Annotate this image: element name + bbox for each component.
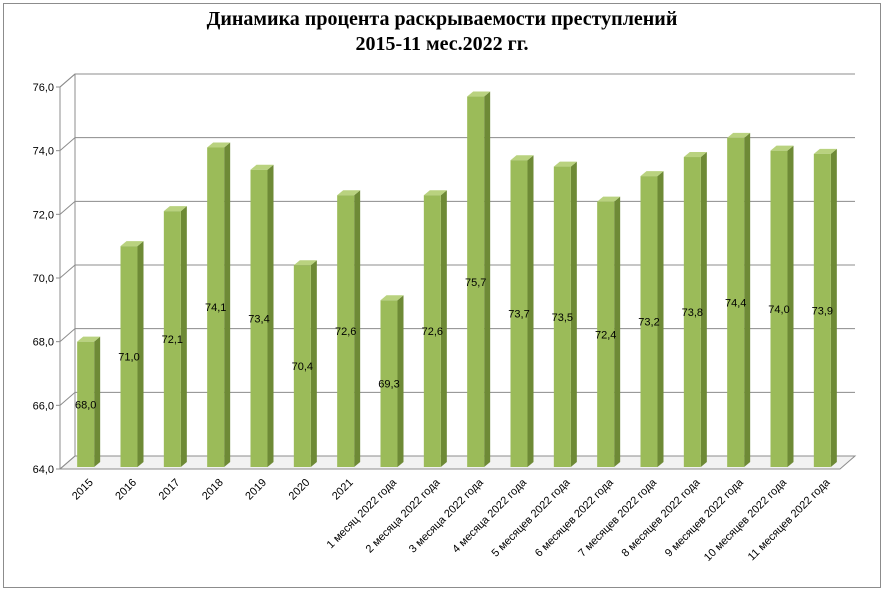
data-label: 73,9 <box>812 305 833 317</box>
data-label: 73,7 <box>508 309 529 321</box>
bar <box>423 190 447 467</box>
data-label: 71,0 <box>118 352 139 364</box>
bar <box>250 164 274 467</box>
bar <box>727 132 751 467</box>
data-label: 72,6 <box>422 326 443 338</box>
bar <box>77 336 101 467</box>
data-label: 75,7 <box>465 277 486 289</box>
data-label: 74,1 <box>205 302 226 314</box>
bar <box>120 241 144 467</box>
data-label: 68,0 <box>75 399 96 411</box>
y-tick-label: 68,0 <box>33 337 54 349</box>
x-tick-label: 2020 <box>287 477 313 503</box>
x-tick-label: 2015 <box>70 477 96 503</box>
x-tick-label: 8 месяцев 2022 года <box>620 476 704 560</box>
data-labels: 68,0 71,0 72,1 74,1 73,4 70,4 72,6 69,3 72,6 75,7… <box>75 277 833 412</box>
data-label: 73,2 <box>638 317 659 329</box>
data-label: 72,6 <box>335 326 356 338</box>
data-label: 70,4 <box>292 361 313 373</box>
data-label: 73,5 <box>552 312 573 324</box>
x-tick-label: 7 месяцев 2022 года <box>576 476 660 560</box>
x-tick-label: 9 месяцев 2022 года <box>663 476 747 560</box>
x-tick-label: 2021 <box>330 477 356 503</box>
bars <box>77 91 837 468</box>
bar <box>640 171 664 467</box>
data-label: 72,4 <box>595 329 616 341</box>
y-tick-label: 64,0 <box>33 464 54 476</box>
x-tick-label: 2 месяца 2022 года <box>364 476 443 555</box>
bar <box>380 295 404 467</box>
y-tick-label: 66,0 <box>33 400 54 412</box>
x-tick-label: 2017 <box>157 477 183 503</box>
data-label: 74,0 <box>768 304 789 316</box>
bar <box>337 190 361 467</box>
x-tick-label: 4 месяца 2022 года <box>450 476 529 555</box>
y-tick-label: 72,0 <box>33 209 54 221</box>
bar <box>207 142 231 467</box>
chart-subtitle: 2015-11 мес.2022 гг. <box>355 33 529 55</box>
chart-title: Динамика процента раскрываемости преступ… <box>206 8 678 30</box>
bar <box>293 260 317 467</box>
gridline <box>59 73 855 88</box>
bar <box>467 91 491 468</box>
x-tick-label: 5 месяцев 2022 года <box>490 476 574 560</box>
data-label: 74,4 <box>725 297 746 309</box>
x-tick-label: 2019 <box>243 477 269 503</box>
x-tick-label: 2016 <box>113 477 139 503</box>
x-tick-label: 10 месяцев 2022 года <box>702 476 790 564</box>
data-label: 73,8 <box>682 307 703 319</box>
bar <box>597 196 621 467</box>
bar <box>510 155 534 467</box>
bar <box>683 152 707 468</box>
y-tick-label: 70,0 <box>33 273 54 285</box>
y-tick-label: 74,0 <box>33 146 54 158</box>
data-label: 72,1 <box>162 334 183 346</box>
x-tick-label: 11 месяцев 2022 года <box>746 476 833 563</box>
bar <box>770 145 794 467</box>
bar <box>553 161 577 468</box>
x-tick-label: 3 месяца 2022 года <box>407 476 486 555</box>
y-axis-ticks: 64,0 66,0 68,0 70,0 72,0 74,0 76,0 <box>33 82 60 476</box>
x-tick-label: 2018 <box>200 477 226 503</box>
y-tick-label: 76,0 <box>33 82 54 94</box>
bar <box>813 148 837 467</box>
data-label: 73,4 <box>248 313 269 325</box>
x-tick-label: 6 месяцев 2022 года <box>533 476 617 560</box>
data-label: 69,3 <box>378 379 399 391</box>
bar <box>163 206 187 467</box>
